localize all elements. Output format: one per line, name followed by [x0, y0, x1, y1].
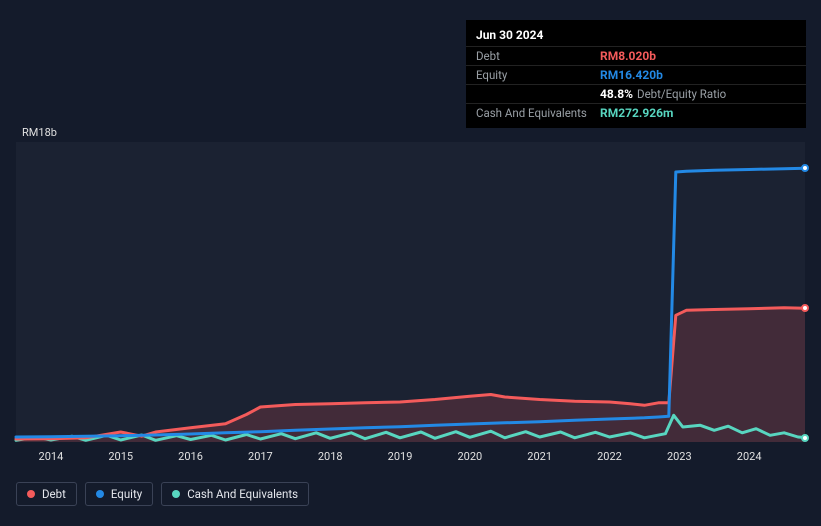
x-axis-label: 2023 [667, 450, 692, 463]
cash-legend-dot-icon [172, 490, 180, 498]
x-axis-label: 2020 [457, 450, 482, 463]
equity-end-marker [801, 164, 809, 172]
y-axis-max-label: RM18b [22, 126, 57, 139]
x-axis-label: 2017 [248, 450, 273, 463]
x-axis-label: 2014 [39, 450, 64, 463]
legend-item-cash[interactable]: Cash And Equivalents [161, 482, 309, 506]
tooltip-row: Cash And EquivalentsRM272.926m [466, 103, 806, 122]
x-axis-label: 2024 [737, 450, 762, 463]
tooltip-row: DebtRM8.020b [466, 46, 806, 65]
chart-plot-area[interactable] [16, 142, 805, 442]
legend-item-label: Equity [111, 487, 142, 501]
tooltip-row-label: Cash And Equivalents [476, 106, 600, 120]
legend-item-equity[interactable]: Equity [85, 482, 153, 506]
debt-legend-dot-icon [27, 490, 35, 498]
tooltip-row: EquityRM16.420b [466, 65, 806, 84]
tooltip-row: 48.8% Debt/Equity Ratio [466, 84, 806, 103]
tooltip-row-label: Equity [476, 68, 600, 82]
tooltip-row-value: RM8.020b [600, 49, 656, 63]
debt-end-marker [801, 304, 809, 312]
tooltip-row-suffix: Debt/Equity Ratio [637, 87, 726, 101]
cash-end-marker [801, 434, 809, 442]
tooltip-row-label: Debt [476, 49, 600, 63]
tooltip-row-value: 48.8% [600, 87, 633, 101]
tooltip-row-value: RM16.420b [600, 68, 663, 82]
equity-legend-dot-icon [96, 490, 104, 498]
x-axis-label: 2016 [178, 450, 203, 463]
legend-item-label: Cash And Equivalents [187, 487, 298, 501]
x-axis-label: 2015 [108, 450, 133, 463]
legend: Debt Equity Cash And Equivalents [16, 482, 309, 506]
debt-area [16, 308, 805, 442]
x-axis-label: 2022 [597, 450, 622, 463]
data-tooltip: Jun 30 2024 DebtRM8.020bEquityRM16.420b4… [466, 20, 806, 128]
tooltip-date: Jun 30 2024 [466, 26, 806, 46]
legend-item-label: Debt [42, 487, 66, 501]
tooltip-row-value: RM272.926m [600, 106, 673, 120]
x-axis-label: 2021 [527, 450, 552, 463]
x-axis-label: 2019 [388, 450, 413, 463]
legend-item-debt[interactable]: Debt [16, 482, 77, 506]
chart-root: { "colors": { "background": "#141b2b", "… [0, 0, 821, 526]
x-axis-label: 2018 [318, 450, 343, 463]
